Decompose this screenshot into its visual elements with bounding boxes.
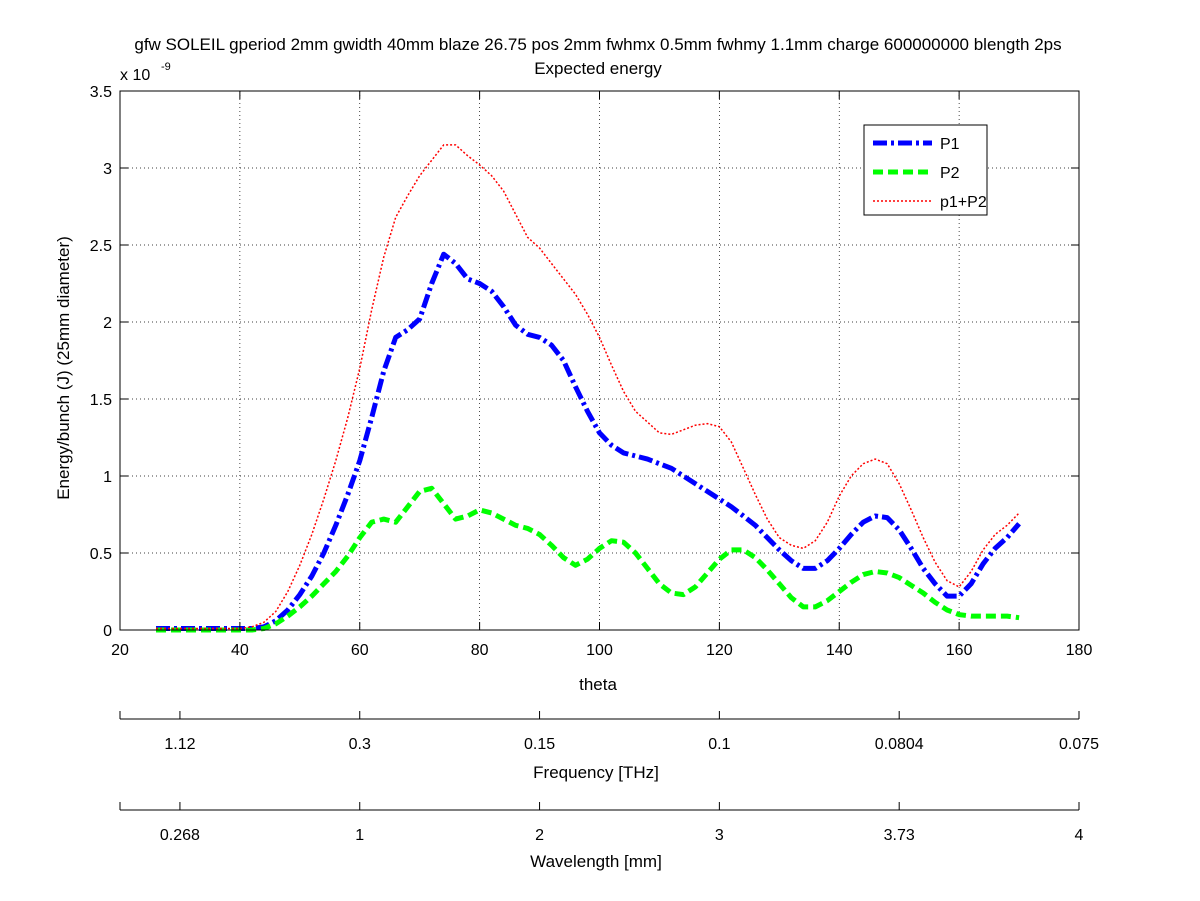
wavelength-axis-tick-label: 3.73 — [884, 827, 915, 844]
wavelength-axis-tick-label: 0.268 — [160, 827, 200, 844]
series-line-2 — [156, 144, 1020, 630]
frequency-axis-tick-label: 0.0804 — [875, 736, 924, 753]
frequency-axis-tick-label: 0.15 — [524, 736, 555, 753]
wavelength-axis-tick-label: 2 — [535, 827, 544, 844]
frequency-axis-tick-label: 0.075 — [1059, 736, 1099, 753]
frequency-axis-label: Frequency [THz] — [533, 763, 659, 782]
legend-label-p2: P2 — [940, 165, 960, 182]
chart-title: gfw SOLEIL gperiod 2mm gwidth 40mm blaze… — [134, 35, 1061, 54]
y-tick-label: 0 — [103, 623, 112, 640]
wavelength-axis-label: Wavelength [mm] — [530, 852, 662, 871]
axis-ticks: 20 40 60 80 100 120 140 160 180 0 0.5 1 1.5 2 2.5 3 3.5 — [90, 84, 1093, 659]
x-tick-label: 120 — [706, 642, 733, 659]
frequency-axis: 1.12 0.3 0.15 0.1 0.0804 0.075 Frequency [THz… — [119, 711, 1099, 782]
wavelength-axis-tick-label: 3 — [715, 827, 724, 844]
y-multiplier: x 10 -9 — [120, 61, 171, 84]
x-axis-label: theta — [579, 675, 617, 694]
frequency-axis-tick-label: 0.1 — [708, 736, 730, 753]
series-group — [156, 144, 1021, 633]
wavelength-axis-tick-label: 1 — [355, 827, 364, 844]
x-tick-label: 180 — [1066, 642, 1093, 659]
y-tick-label: 1 — [103, 469, 112, 486]
chart-subtitle: Expected energy — [534, 59, 662, 78]
y-tick-label: 1.5 — [90, 392, 112, 409]
x-tick-label: 100 — [586, 642, 613, 659]
y-axis-label: Energy/bunch (J) (25mm diameter) — [54, 236, 73, 500]
y-tick-label: 3 — [103, 161, 112, 178]
x-tick-label: 80 — [471, 642, 489, 659]
y-tick-label: 3.5 — [90, 84, 112, 101]
legend-label-sum: p1+P2 — [940, 194, 987, 211]
frequency-axis-tick-label: 1.12 — [164, 736, 195, 753]
y-tick-label: 2.5 — [90, 238, 112, 255]
wavelength-axis-ticks: 0.268 1 2 3 3.73 4 — [119, 802, 1084, 844]
x-tick-label: 60 — [351, 642, 369, 659]
series-line-0 — [156, 251, 1021, 631]
legend: P1 P2 p1+P2 — [863, 124, 988, 216]
y-tick-label: 2 — [103, 315, 112, 332]
legend-label-p1: P1 — [940, 136, 960, 153]
frequency-axis-tick-label: 0.3 — [349, 736, 371, 753]
wavelength-axis-tick-label: 4 — [1075, 827, 1084, 844]
wavelength-axis: 0.268 1 2 3 3.73 4 Wavelength [mm] — [119, 802, 1084, 871]
x-tick-label: 160 — [946, 642, 973, 659]
x-tick-label: 140 — [826, 642, 853, 659]
y-multiplier-base: x 10 — [120, 67, 150, 84]
series-line-1 — [156, 485, 1020, 633]
x-tick-label: 40 — [231, 642, 249, 659]
y-multiplier-exponent: -9 — [161, 61, 171, 73]
frequency-axis-ticks: 1.12 0.3 0.15 0.1 0.0804 0.075 — [119, 711, 1099, 753]
x-tick-label: 20 — [111, 642, 129, 659]
y-tick-label: 0.5 — [90, 546, 112, 563]
